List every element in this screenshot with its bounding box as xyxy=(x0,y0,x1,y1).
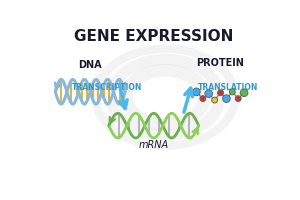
Text: TRANSLATION: TRANSLATION xyxy=(198,83,258,92)
Circle shape xyxy=(240,89,248,97)
Circle shape xyxy=(193,88,200,96)
Circle shape xyxy=(212,97,218,103)
Circle shape xyxy=(223,95,230,102)
Text: mRNA: mRNA xyxy=(139,140,169,150)
Text: DNA: DNA xyxy=(78,60,102,70)
Text: TRANSCRIPTION: TRANSCRIPTION xyxy=(72,83,143,92)
Circle shape xyxy=(205,90,213,97)
Circle shape xyxy=(200,96,206,102)
Text: GENE EXPRESSION: GENE EXPRESSION xyxy=(74,29,233,44)
Text: PROTEIN: PROTEIN xyxy=(196,58,244,68)
Circle shape xyxy=(218,90,224,96)
Circle shape xyxy=(235,96,241,102)
Circle shape xyxy=(230,89,235,95)
